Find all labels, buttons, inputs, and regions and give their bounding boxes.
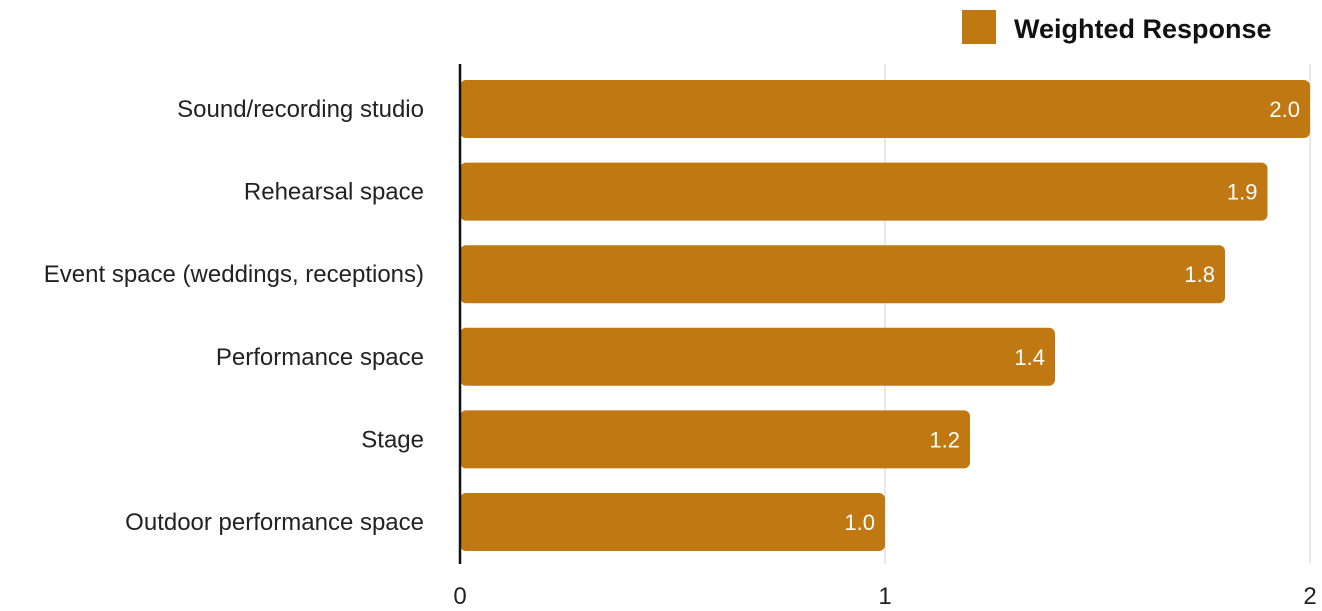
data-label-0: 2.0 (1269, 97, 1300, 122)
bar-1 (460, 162, 1268, 221)
bar-3 (460, 327, 1055, 386)
legend-swatch (962, 10, 996, 44)
bar-0 (460, 80, 1310, 138)
category-label-3: Performance space (216, 344, 424, 371)
bar-5 (460, 493, 885, 551)
legend-label: Weighted Response (1014, 14, 1272, 44)
x-tick-label-1: 1 (878, 583, 891, 610)
x-tick-label-0: 0 (453, 583, 466, 610)
x-tick-label-2: 2 (1303, 583, 1316, 610)
category-label-0: Sound/recording studio (177, 96, 424, 123)
data-label-5: 1.0 (844, 510, 875, 535)
data-label-1: 1.9 (1227, 180, 1258, 205)
category-label-2: Event space (weddings, receptions) (44, 261, 424, 288)
category-label-4: Stage (361, 426, 424, 453)
bars (460, 80, 1310, 551)
data-label-2: 1.8 (1184, 262, 1215, 287)
data-label-4: 1.2 (929, 427, 960, 452)
labels: 0 1 2 2.0 Sound/recording studio 1.9 Rehearsal… (44, 96, 1317, 610)
category-label-1: Rehearsal space (244, 179, 424, 206)
legend: Weighted Response (962, 10, 1272, 44)
data-label-3: 1.4 (1014, 345, 1045, 370)
bar-2 (460, 245, 1225, 304)
grid-lines (884, 64, 1311, 564)
category-label-5: Outdoor performance space (125, 509, 424, 536)
bar-4 (460, 410, 970, 469)
